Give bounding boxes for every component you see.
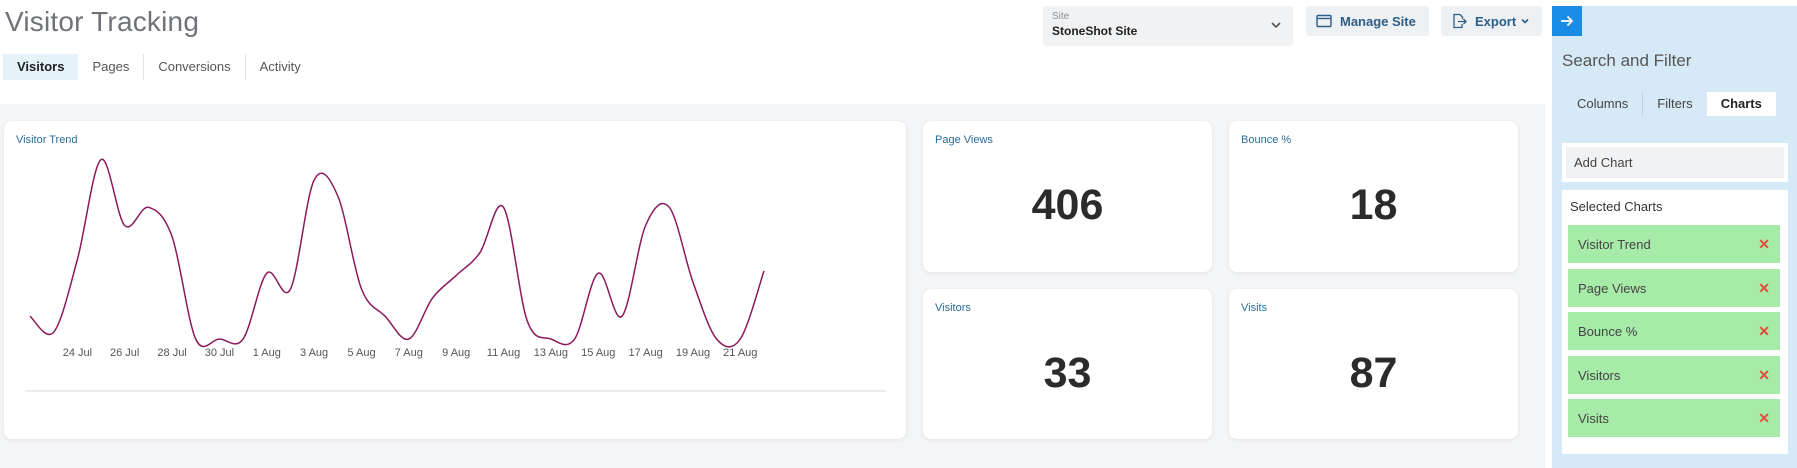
x-tick-label: 5 Aug — [347, 347, 375, 359]
selected-chart-item[interactable]: Visits ✕ — [1568, 399, 1780, 437]
selected-charts-title: Selected Charts — [1570, 199, 1663, 214]
collapse-panel-button[interactable] — [1552, 6, 1582, 36]
main-tabs: Visitors Pages Conversions Activity — [3, 54, 315, 80]
remove-icon[interactable]: ✕ — [1758, 409, 1770, 426]
selected-chart-item[interactable]: Visitor Trend ✕ — [1568, 225, 1780, 263]
manage-site-label: Manage Site — [1340, 13, 1416, 29]
selected-chart-label: Visitor Trend — [1578, 236, 1651, 252]
export-button[interactable]: Export — [1441, 6, 1542, 36]
tab-charts[interactable]: Charts — [1706, 92, 1776, 116]
selected-chart-item[interactable]: Bounce % ✕ — [1568, 312, 1780, 350]
x-tick-label: 7 Aug — [395, 347, 423, 359]
bounce-title: Bounce % — [1241, 134, 1292, 146]
panel-tabs: Columns Filters Charts — [1563, 92, 1776, 116]
page-views-value: 406 — [1031, 181, 1104, 229]
visitor-trend-title: Visitor Trend — [16, 134, 78, 146]
visitors-value: 33 — [1043, 349, 1092, 397]
tab-columns[interactable]: Columns — [1563, 92, 1644, 116]
x-tick-label: 15 Aug — [581, 347, 615, 359]
x-tick-label: 28 Jul — [157, 347, 186, 359]
manage-site-button[interactable]: Manage Site — [1306, 6, 1429, 36]
visitors-card: Visitors 33 — [923, 289, 1212, 439]
site-select-value: StoneShot Site — [1052, 24, 1138, 38]
visits-card: Visits 87 — [1229, 289, 1518, 439]
x-tick-label: 24 Jul — [63, 347, 92, 359]
visitor-trend-series-line — [29, 158, 765, 348]
tab-conversions[interactable]: Conversions — [144, 54, 246, 80]
bounce-value: 18 — [1349, 181, 1398, 229]
visitor-trend-chart: 24 Jul 26 Jul 28 Jul 30 Jul 1 Aug 3 Aug 5 Aug 7… — [25, 158, 886, 392]
x-tick-label: 26 Jul — [110, 347, 139, 359]
selected-chart-label: Visits — [1578, 410, 1609, 426]
selected-chart-item[interactable]: Visitors ✕ — [1568, 356, 1780, 394]
add-chart-box — [1562, 143, 1788, 182]
remove-icon[interactable]: ✕ — [1758, 279, 1770, 296]
x-tick-label: 11 Aug — [487, 347, 520, 359]
chevron-down-icon — [1271, 22, 1281, 29]
selected-chart-label: Visitors — [1578, 367, 1621, 383]
page-title: Visitor Tracking — [5, 6, 200, 37]
calendar-icon — [1316, 14, 1332, 28]
page-views-card: Page Views 406 — [923, 121, 1212, 272]
selected-chart-label: Bounce % — [1578, 323, 1638, 339]
chevron-down-icon — [1521, 18, 1529, 24]
remove-icon[interactable]: ✕ — [1758, 366, 1770, 383]
x-tick-label: 13 Aug — [534, 347, 568, 359]
visits-title: Visits — [1241, 302, 1268, 314]
x-tick-label: 19 Aug — [676, 347, 710, 359]
tab-pages[interactable]: Pages — [78, 54, 145, 80]
site-select[interactable]: Site StoneShot Site — [1043, 6, 1293, 46]
panel-title: Search and Filter — [1562, 51, 1692, 70]
x-tick-label: 30 Jul — [205, 347, 234, 359]
x-tick-label: 17 Aug — [628, 347, 662, 359]
bounce-card: Bounce % 18 — [1229, 121, 1518, 272]
x-tick-label: 1 Aug — [253, 347, 281, 359]
page-views-title: Page Views — [935, 134, 993, 146]
x-tick-label: 9 Aug — [442, 347, 470, 359]
selected-chart-label: Page Views — [1578, 280, 1647, 296]
x-tick-label: 3 Aug — [300, 347, 328, 359]
selected-charts-box: Selected Charts Visitor Trend ✕ Page Vie… — [1562, 190, 1788, 454]
visitor-trend-card: Visitor Trend 24 Jul 26 Jul 28 Jul 30 Jul 1 … — [4, 121, 906, 439]
arrow-right-icon — [1561, 15, 1574, 27]
tab-activity[interactable]: Activity — [259, 59, 301, 74]
export-label: Export — [1475, 13, 1517, 29]
tab-visitors[interactable]: Visitors — [3, 54, 79, 80]
visitors-title: Visitors — [935, 302, 971, 314]
remove-icon[interactable]: ✕ — [1758, 235, 1770, 252]
export-file-icon — [1453, 13, 1467, 29]
add-chart-input[interactable] — [1566, 147, 1784, 178]
visits-value: 87 — [1349, 349, 1398, 397]
remove-icon[interactable]: ✕ — [1758, 322, 1770, 339]
tab-filters[interactable]: Filters — [1657, 96, 1693, 111]
x-tick-label: 21 Aug — [723, 347, 757, 359]
site-select-label: Site — [1052, 11, 1070, 22]
selected-chart-item[interactable]: Page Views ✕ — [1568, 269, 1780, 307]
